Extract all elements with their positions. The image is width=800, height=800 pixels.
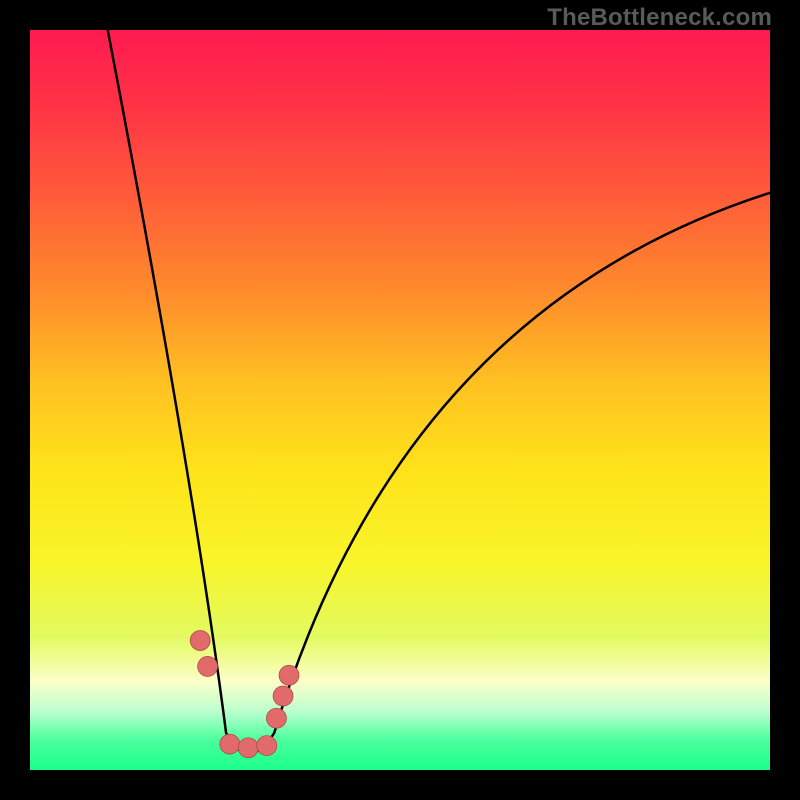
curve-marker xyxy=(220,734,240,754)
curve-marker xyxy=(279,665,299,685)
watermark-text: TheBottleneck.com xyxy=(547,4,772,32)
curve-marker xyxy=(198,656,218,676)
curve-marker xyxy=(266,708,286,728)
bottleneck-chart xyxy=(30,30,770,770)
gradient-background xyxy=(30,30,770,770)
curve-marker xyxy=(190,631,210,651)
chart-frame: TheBottleneck.com xyxy=(0,0,800,800)
curve-marker xyxy=(257,736,277,756)
curve-marker xyxy=(273,686,293,706)
plot-area xyxy=(30,30,770,770)
curve-marker xyxy=(238,738,258,758)
